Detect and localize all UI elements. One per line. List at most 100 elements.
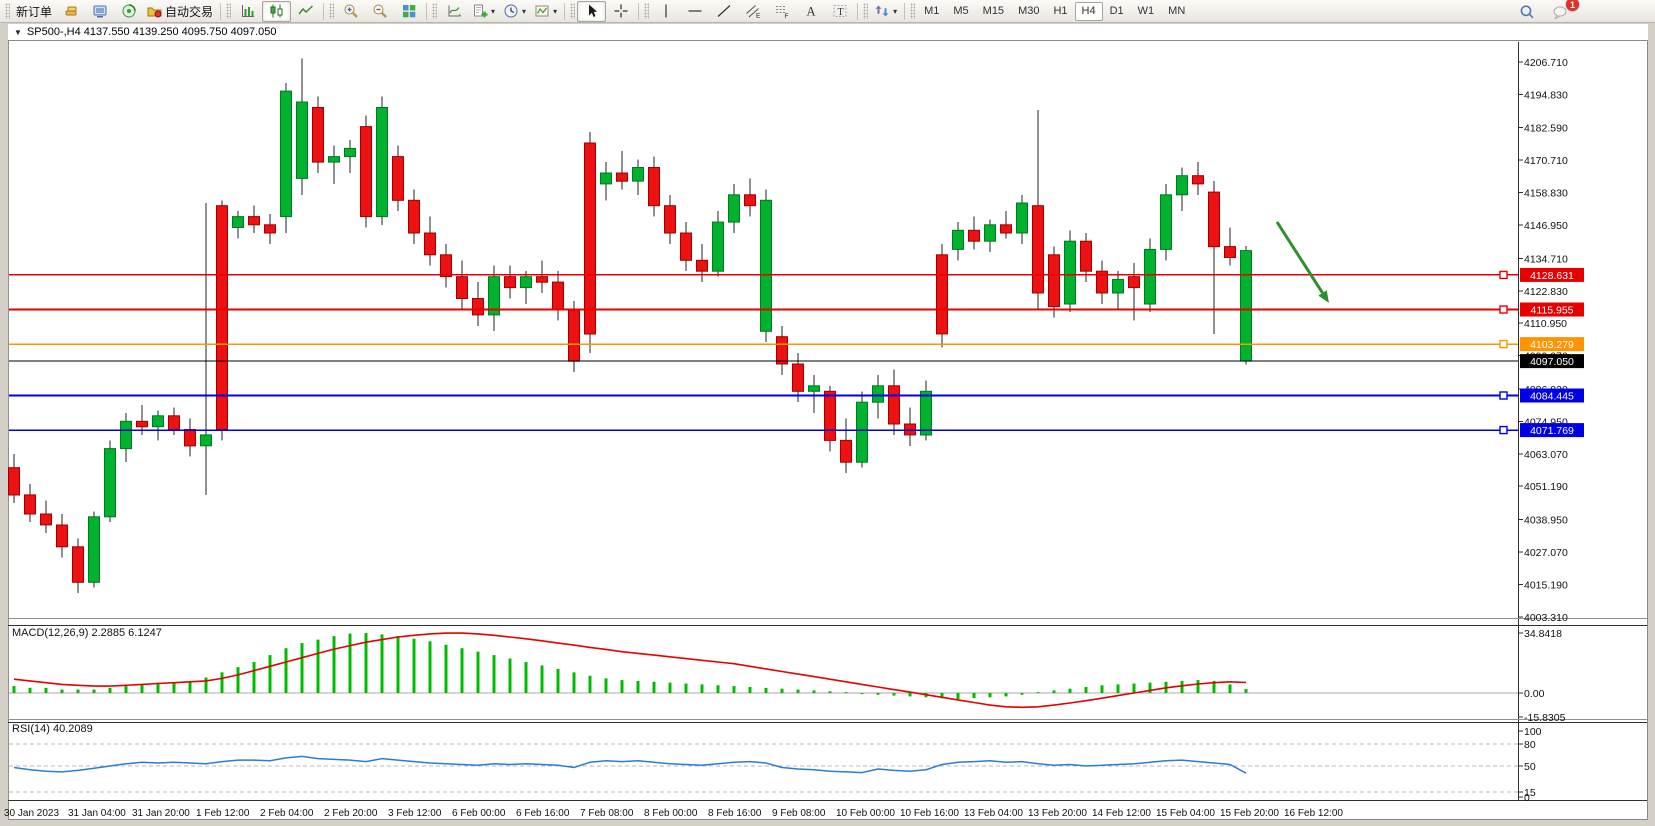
timeframe-button-m5[interactable]: M5	[953, 5, 969, 17]
svg-text:4134.710: 4134.710	[1524, 253, 1568, 265]
toolbar-separator	[220, 2, 222, 20]
candle	[296, 101, 308, 179]
candle	[936, 254, 948, 335]
svg-text:10 Feb 16:00: 10 Feb 16:00	[900, 808, 959, 819]
timeframe-button-w1[interactable]: W1	[1137, 5, 1155, 17]
zoom-out-button[interactable]	[365, 1, 394, 22]
notification-badge: 1	[1566, 0, 1579, 11]
gold-button[interactable]	[56, 1, 85, 22]
periods-button[interactable]: ▾	[499, 1, 530, 22]
candle	[248, 216, 260, 226]
toolbar-separator	[857, 2, 859, 20]
toolbar-grip[interactable]	[570, 3, 576, 19]
candle	[840, 439, 852, 463]
add-indicator-button[interactable]: ▾	[468, 1, 499, 22]
candle	[856, 401, 868, 463]
svg-text:-15.8305: -15.8305	[1524, 712, 1566, 724]
svg-text:4103.279: 4103.279	[1530, 339, 1574, 351]
candle	[552, 281, 564, 310]
shapes-button[interactable]: ▾	[870, 1, 901, 22]
cursor-button[interactable]	[577, 0, 607, 22]
dropdown-arrow-icon[interactable]: ▾	[553, 6, 558, 16]
toolbar-grip[interactable]	[432, 3, 438, 19]
candle	[568, 308, 580, 362]
dropdown-arrow-icon[interactable]: ▾	[893, 6, 898, 16]
svg-text:80: 80	[1524, 739, 1536, 751]
candle	[184, 429, 196, 447]
svg-text:15 Feb 04:00: 15 Feb 04:00	[1156, 808, 1215, 819]
timeframe-button-m15[interactable]: M15	[982, 5, 1005, 17]
label-button[interactable]: T	[825, 1, 854, 22]
toolbar-grip[interactable]	[329, 3, 335, 19]
trendline-button[interactable]	[709, 1, 738, 22]
candle	[40, 513, 52, 526]
zoom-in-button[interactable]	[336, 1, 365, 22]
chart-line-button[interactable]	[291, 1, 320, 22]
candle	[1064, 240, 1076, 305]
timeframe-button-m1[interactable]: M1	[924, 5, 940, 17]
svg-text:9 Feb 08:00: 9 Feb 08:00	[772, 808, 826, 819]
dropdown-arrow-icon[interactable]: ▾	[491, 6, 496, 16]
tile-windows-button[interactable]	[394, 1, 423, 22]
svg-text:4003.310: 4003.310	[1524, 612, 1568, 624]
text-button[interactable]: A	[796, 1, 825, 22]
svg-text:4051.190: 4051.190	[1524, 481, 1568, 493]
candle	[232, 216, 244, 229]
timeframe-button-d1[interactable]: D1	[1109, 5, 1124, 17]
candle	[1128, 276, 1140, 289]
crosshair-button[interactable]	[606, 1, 635, 22]
svg-text:4146.950: 4146.950	[1524, 220, 1568, 232]
timeframe-button-m30[interactable]: M30	[1018, 5, 1040, 17]
hline-button[interactable]	[680, 1, 709, 22]
toolbar-grip[interactable]	[5, 3, 10, 19]
toolbar-grip[interactable]	[863, 3, 869, 19]
svg-text:4038.950: 4038.950	[1524, 515, 1568, 527]
chevron-down-icon[interactable]: ▼	[14, 27, 22, 37]
svg-text:8 Feb 00:00: 8 Feb 00:00	[644, 808, 698, 819]
candle	[168, 415, 180, 430]
templates-button[interactable]: ▾	[530, 1, 561, 22]
svg-text:30 Jan 2023: 30 Jan 2023	[4, 808, 59, 819]
candle	[584, 142, 596, 335]
auto-trading-button[interactable]: 自动交易	[143, 1, 217, 22]
timeframe-button-h1[interactable]: H1	[1053, 5, 1068, 17]
notifications-icon[interactable]: 1	[1545, 0, 1579, 22]
new-order-button[interactable]: 新订单	[16, 4, 53, 19]
chart-candles-button[interactable]	[262, 0, 292, 22]
candle	[1176, 175, 1188, 196]
candle	[760, 199, 772, 332]
channel-button[interactable]: E	[738, 1, 767, 22]
svg-text:4182.590: 4182.590	[1524, 123, 1568, 135]
candle	[1144, 248, 1156, 305]
toolbar-grip[interactable]	[644, 3, 650, 19]
line-handle	[1499, 391, 1508, 400]
trend-arrow-annotation[interactable]	[1275, 221, 1329, 303]
timeframe-button-h4[interactable]: H4	[1074, 1, 1103, 21]
indicators-button[interactable]	[439, 1, 468, 22]
timeframe-button-mn[interactable]: MN	[1168, 5, 1186, 17]
rsi-indicator-label: RSI(14) 40.2089	[12, 723, 93, 735]
dropdown-arrow-icon[interactable]: ▾	[522, 6, 527, 16]
line-handle	[1499, 425, 1508, 435]
horizontal-lines[interactable]	[9, 270, 1518, 435]
terminal-button[interactable]	[85, 1, 114, 22]
candle	[600, 172, 612, 185]
vline-button[interactable]	[651, 1, 680, 22]
svg-text:0: 0	[1524, 792, 1530, 804]
search-icon[interactable]	[1512, 1, 1541, 22]
toolbar-separator	[323, 2, 325, 20]
toolbar-grip[interactable]	[226, 3, 232, 19]
candle	[824, 390, 836, 441]
chart-title-bar[interactable]: ▼ SP500-,H4 4137.550 4139.250 4095.750 4…	[8, 24, 1648, 41]
candle	[536, 276, 548, 283]
candle	[344, 147, 356, 158]
candle	[88, 516, 100, 583]
toolbar-grip[interactable]	[910, 3, 916, 19]
candle	[792, 363, 804, 392]
fibo-button[interactable]: F	[767, 1, 796, 22]
line-handle	[1499, 305, 1508, 314]
candle	[120, 420, 132, 450]
signal-button[interactable]	[114, 1, 143, 22]
chart-bars-button[interactable]	[233, 1, 262, 22]
